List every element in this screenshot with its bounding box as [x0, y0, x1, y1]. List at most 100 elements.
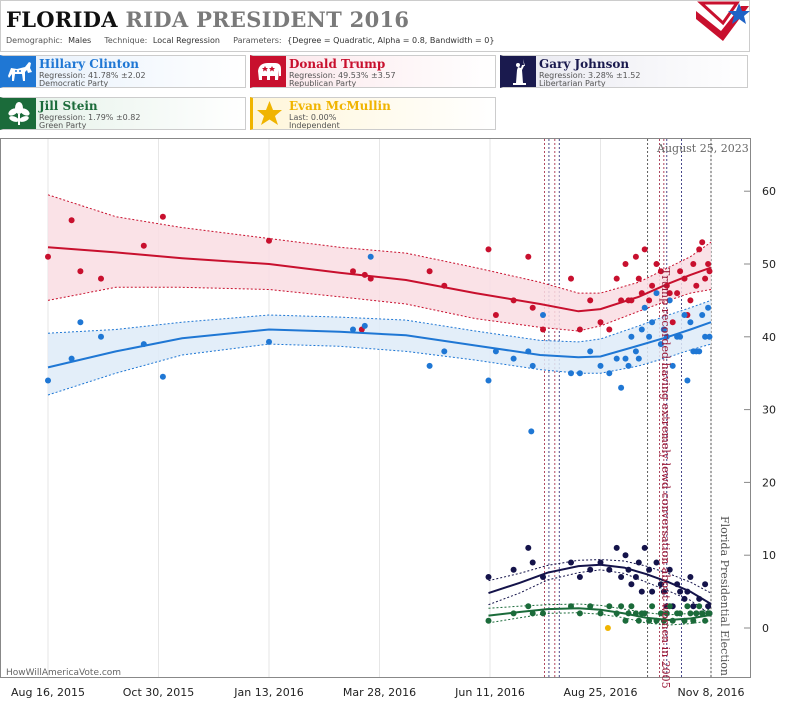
- candidate-card-johnson[interactable]: Gary Johnson Regression: 3.28% ±1.52 Lib…: [500, 55, 748, 88]
- donald-trump-poll-point: [641, 246, 648, 253]
- gary-johnson-poll-point: [653, 559, 660, 566]
- evan-mcmullin-poll-point: [604, 625, 611, 631]
- gary-johnson-trend-line: [488, 563, 712, 605]
- donald-trump-lower-bound: [47, 286, 712, 332]
- donald-trump-poll-point: [657, 268, 664, 275]
- gary-johnson-poll-point: [681, 595, 688, 602]
- jill-stein-poll-point: [587, 603, 594, 610]
- gary-johnson-poll-point: [677, 588, 684, 595]
- gary-johnson-poll-point: [649, 588, 656, 595]
- donald-trump-poll-point: [159, 213, 166, 220]
- jill-stein-trend-line: [488, 607, 712, 622]
- donald-trump-poll-point: [705, 261, 712, 267]
- donald-trump-poll-point: [529, 304, 536, 311]
- technique-label: Technique:: [104, 36, 148, 45]
- hillary-clinton-poll-point: [653, 290, 660, 297]
- donald-trump-poll-point: [576, 326, 583, 333]
- parameters-line: Demographic: Males Technique: Local Regr…: [6, 36, 497, 45]
- donald-trump-poll-point: [687, 297, 694, 304]
- candidate-party: Republican Party: [289, 79, 357, 88]
- hillary-clinton-poll-point: [660, 326, 667, 333]
- jill-stein-poll-point: [693, 610, 700, 617]
- hillary-clinton-poll-point: [587, 348, 594, 355]
- candidate-name: Hillary Clinton: [39, 57, 139, 71]
- candidate-card-mcmullin[interactable]: Evan McMullin Last: 0.00% Independent: [250, 97, 496, 130]
- gary-johnson-poll-point: [666, 566, 673, 573]
- x-tick-label: Oct 30, 2015: [123, 686, 195, 699]
- jill-stein-poll-point: [702, 617, 709, 624]
- jill-stein-poll-point: [696, 603, 703, 610]
- gary-johnson-poll-point: [641, 544, 648, 551]
- donald-trump-poll-point: [635, 275, 642, 282]
- hillary-clinton-poll-point: [681, 312, 688, 318]
- donald-trump-poll-point: [266, 237, 272, 244]
- hillary-clinton-poll-point: [350, 326, 356, 333]
- jill-stein-upper-bound: [488, 603, 712, 616]
- donald-trump-poll-point: [525, 253, 532, 260]
- jill-stein-poll-point: [618, 603, 625, 610]
- hillary-clinton-poll-point: [641, 304, 648, 311]
- hillary-clinton-poll-point: [485, 377, 492, 384]
- donald-trump-poll-point: [666, 290, 673, 297]
- candidate-stat: Regression: 49.53% ±3.57: [289, 71, 396, 80]
- jill-stein-poll-point: [529, 610, 536, 617]
- gary-johnson-lower-bound: [488, 569, 712, 616]
- hillary-clinton-poll-point: [367, 253, 374, 260]
- hillary-clinton-poll-point: [529, 362, 536, 369]
- donald-trump-poll-point: [45, 253, 51, 260]
- hillary-clinton-poll-point: [159, 373, 166, 380]
- hillary-clinton-poll-point: [510, 355, 517, 362]
- donald-trump-poll-point: [622, 261, 629, 267]
- gary-johnson-poll-point: [613, 544, 620, 551]
- donald-trump-poll-point: [613, 275, 620, 282]
- watermark[interactable]: HowWillAmericaVote.com: [6, 668, 122, 678]
- donald-trump-poll-point: [140, 242, 147, 249]
- candidate-card-trump[interactable]: Donald Trump Regression: 49.53% ±3.57 Re…: [250, 55, 496, 88]
- gary-johnson-poll-point: [702, 581, 709, 588]
- jill-stein-poll-point: [606, 603, 613, 610]
- hillary-clinton-upper-bound: [47, 299, 712, 343]
- donald-trump-confidence-band: [48, 194, 711, 331]
- parameters-label: Parameters:: [233, 36, 282, 45]
- donald-trump-poll-point: [426, 268, 433, 275]
- hillary-clinton-poll-point: [625, 362, 632, 369]
- parameters-value[interactable]: {Degree = Quadratic, Alpha = 0.8, Bandwi…: [287, 36, 495, 45]
- leaf-flower-icon: [3, 98, 36, 129]
- candidate-card-clinton[interactable]: Hillary Clinton Regression: 41.78% ±2.02…: [0, 55, 246, 88]
- donald-trump-poll-point: [77, 268, 84, 275]
- hillary-clinton-poll-point: [646, 333, 653, 340]
- donald-trump-poll-point: [597, 319, 604, 326]
- hillary-clinton-poll-point: [628, 333, 635, 340]
- donald-trump-poll-point: [568, 275, 574, 282]
- gary-johnson-poll-point: [587, 566, 594, 573]
- hillary-clinton-poll-point: [632, 348, 639, 355]
- hillary-clinton-poll-point: [576, 370, 583, 377]
- hillary-clinton-poll-point: [613, 355, 620, 362]
- candidate-card-stein[interactable]: Jill Stein Regression: 1.79% ±0.82 Green…: [0, 97, 246, 130]
- jill-stein-poll-point: [525, 603, 532, 610]
- donald-trump-poll-point: [669, 319, 676, 326]
- hillary-clinton-poll-point: [706, 333, 713, 340]
- donald-trump-poll-point: [649, 282, 656, 289]
- y-tick-label: 30: [762, 404, 776, 417]
- annotation-election-day: Florida Presidential Election: [718, 516, 731, 676]
- candidate-party: Green Party: [39, 121, 87, 130]
- jill-stein-poll-point: [635, 617, 642, 624]
- gary-johnson-poll-point: [485, 574, 492, 580]
- jill-stein-poll-point: [597, 610, 604, 617]
- demographic-value[interactable]: Males: [68, 36, 92, 45]
- date-stamp: August 25, 2023: [657, 142, 749, 155]
- donald-trump-poll-point: [674, 290, 681, 297]
- hillary-clinton-poll-point: [687, 319, 694, 326]
- gary-johnson-poll-point: [635, 559, 642, 566]
- gary-johnson-poll-point: [525, 544, 532, 551]
- site-logo-icon[interactable]: [691, 1, 751, 53]
- gary-johnson-poll-point: [646, 566, 653, 573]
- jill-stein-poll-point: [540, 610, 546, 617]
- hillary-clinton-poll-point: [492, 348, 499, 355]
- donald-trump-poll-point: [632, 253, 639, 260]
- x-tick-label: Jun 11, 2016: [454, 686, 525, 699]
- jill-stein-poll-point: [485, 617, 492, 624]
- technique-value[interactable]: Local Regression: [152, 36, 220, 45]
- x-tick-label: Nov 8, 2016: [678, 686, 745, 699]
